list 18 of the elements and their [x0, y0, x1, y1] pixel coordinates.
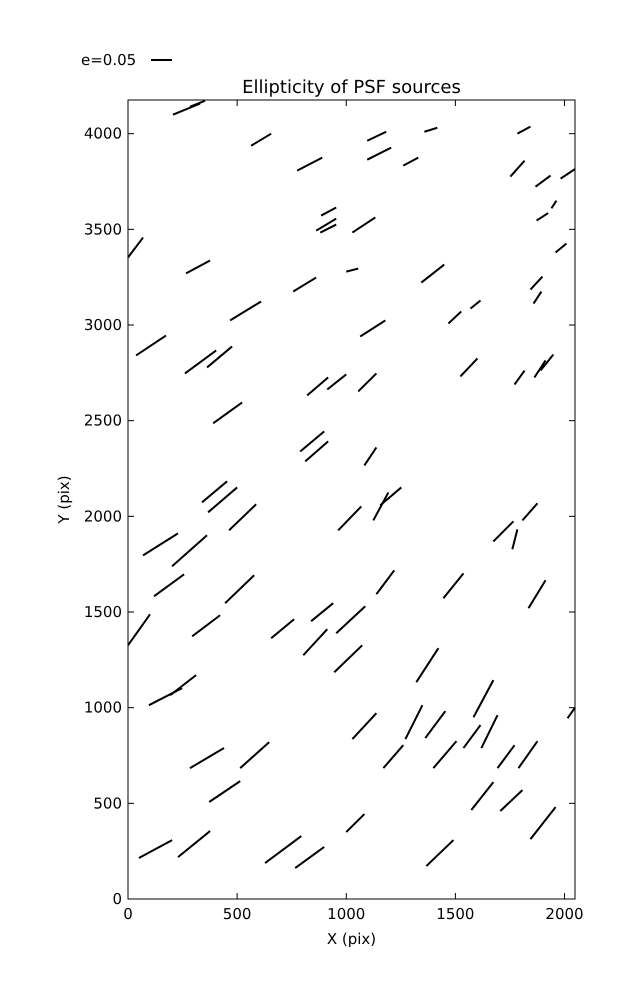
x-tick-label: 1000 — [327, 905, 366, 923]
text: e=0.05 — [81, 51, 136, 69]
y-tick-label: 2000 — [84, 507, 122, 526]
y-axis-title: Y (pix) — [55, 475, 73, 525]
y-tick-label: 4000 — [84, 124, 122, 143]
x-tick-label: 500 — [222, 905, 252, 923]
x-tick-label: 2000 — [545, 905, 584, 923]
x-tick-label: 1500 — [436, 905, 474, 923]
y-tick-label: 0 — [112, 890, 122, 908]
x-axis-title: X (pix) — [326, 930, 376, 948]
x-tick-label: 0 — [123, 905, 133, 923]
y-tick-label: 3500 — [84, 220, 122, 238]
y-tick-label: 500 — [93, 794, 122, 812]
y-tick-label: 1000 — [84, 698, 122, 717]
chart-title: Ellipticity of PSF sources — [242, 77, 461, 98]
y-tick-label: 2500 — [84, 412, 122, 430]
y-tick-label: 1500 — [84, 603, 122, 622]
y-tick-label: 3000 — [84, 316, 122, 334]
